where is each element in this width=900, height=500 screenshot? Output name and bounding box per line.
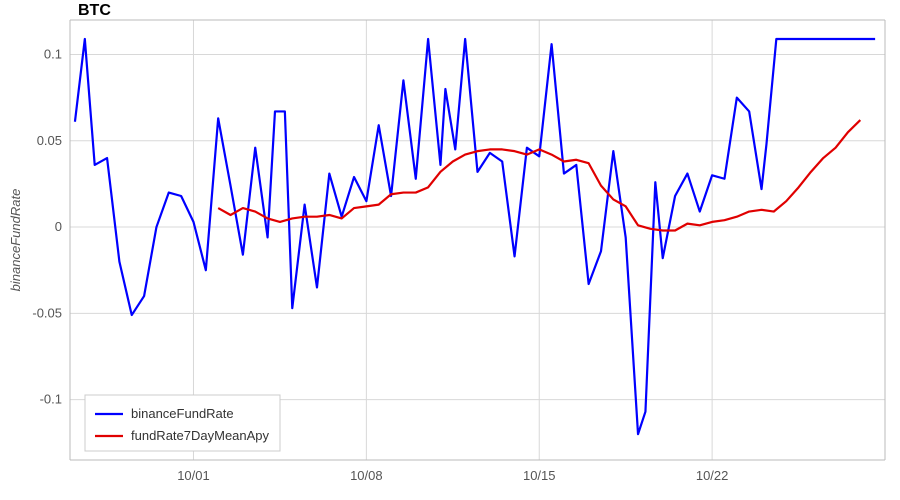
btc-funding-chart: BTC binanceFundRate -0.1 -0.05 0 0.05 0.1 10/01… (0, 0, 900, 500)
y-tick-label: 0.05 (37, 133, 62, 148)
y-tick-label: -0.1 (40, 392, 62, 407)
chart-container: BTC binanceFundRate -0.1 -0.05 0 0.05 0.1 10/01… (0, 0, 900, 500)
chart-title: BTC (78, 2, 111, 19)
x-tick-label: 10/15 (523, 468, 556, 483)
y-tick-label: 0.1 (44, 47, 62, 62)
x-tick-label: 10/01 (177, 468, 210, 483)
legend-label: binanceFundRate (131, 406, 234, 421)
x-tick-label: 10/08 (350, 468, 383, 483)
x-tick-label: 10/22 (696, 468, 729, 483)
y-tick-label: -0.05 (32, 305, 62, 320)
legend-label: fundRate7DayMeanApy (131, 428, 270, 443)
y-tick-label: 0 (55, 219, 62, 234)
y-axis-label: binanceFundRate (8, 189, 23, 292)
